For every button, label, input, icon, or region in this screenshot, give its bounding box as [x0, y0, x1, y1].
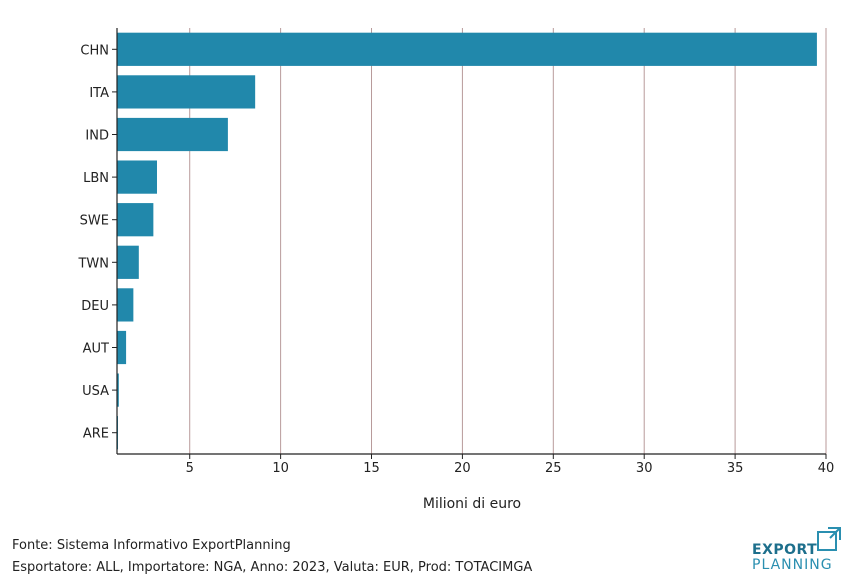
axes	[112, 28, 827, 459]
bar-ind	[117, 117, 228, 152]
y-tick-label-chn: CHN	[80, 43, 109, 58]
x-tick-label: 10	[272, 461, 289, 476]
x-tick-label: 15	[363, 461, 380, 476]
y-tick-label-are: ARE	[83, 427, 109, 442]
grid-lines	[189, 28, 827, 454]
x-tick-label: 40	[818, 461, 835, 476]
y-tick-label-ita: ITA	[89, 86, 109, 101]
bar-chart: 5 10 15 20 25 30 35 40 CHN ITA IND LBN SWE TWN DEU AUT U…	[77, 28, 834, 512]
y-tick-label-swe: SWE	[80, 214, 109, 229]
x-axis-title: Milioni di euro	[423, 496, 521, 512]
logo-mark-icon	[817, 527, 841, 551]
y-tick-label-lbn: LBN	[83, 171, 109, 186]
bar-ita	[117, 75, 256, 109]
x-tick-label: 30	[636, 461, 653, 476]
bars	[117, 32, 817, 450]
x-tick-label: 5	[186, 461, 194, 476]
y-tick-label-ind: IND	[85, 129, 109, 144]
bar-usa	[117, 373, 119, 407]
logo-line1: EXPORT	[752, 542, 818, 558]
tick-labels: 5 10 15 20 25 30 35 40 CHN ITA IND LBN SWE TWN DEU AUT U…	[77, 43, 834, 476]
footer-source: Fonte: Sistema Informativo ExportPlannin…	[12, 538, 291, 553]
y-tick-label-usa: USA	[82, 384, 109, 399]
bar-aut	[117, 330, 127, 365]
y-tick-label-twn: TWN	[77, 256, 109, 271]
logo-line2: PLANNING	[752, 557, 833, 573]
exportplanning-logo: EXPORT PLANNING	[752, 524, 848, 576]
bar-deu	[117, 288, 134, 322]
bar-swe	[117, 203, 154, 237]
footer-params: Esportatore: ALL, Importatore: NGA, Anno…	[12, 560, 533, 575]
y-tick-label-deu: DEU	[81, 299, 109, 314]
bar-lbn	[117, 160, 157, 194]
y-tick-label-aut: AUT	[83, 342, 109, 357]
x-tick-label: 35	[727, 461, 744, 476]
x-tick-label: 25	[545, 461, 562, 476]
bar-twn	[117, 245, 139, 279]
x-tick-label: 20	[454, 461, 471, 476]
bar-chn	[117, 32, 817, 66]
